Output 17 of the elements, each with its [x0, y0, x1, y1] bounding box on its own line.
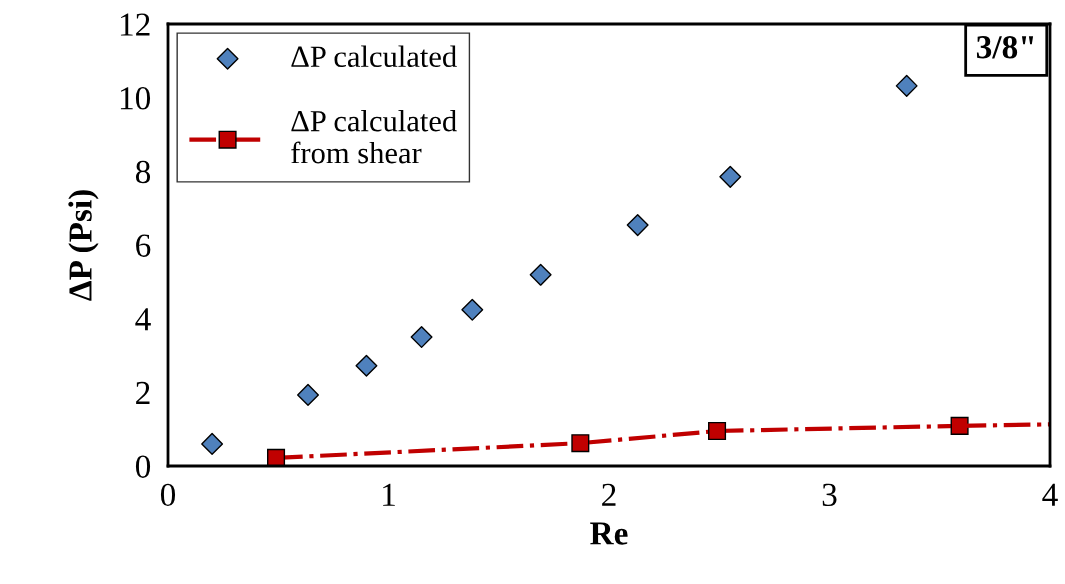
y-tick-label: 0 [135, 455, 151, 478]
y-tick-label: 4 [135, 308, 151, 331]
y-tick-label: 8 [135, 160, 151, 184]
x-tick-label: 4 [1042, 483, 1058, 506]
y-tick-label: 10 [120, 87, 151, 110]
x-tick-label: 1 [383, 483, 395, 506]
x-tick-label: 0 [160, 483, 176, 507]
y-axis-title: ΔP (Psi) [68, 190, 99, 301]
legend-label: ΔP calculated from shear [291, 109, 457, 164]
annotation: 3/8" [976, 36, 1034, 59]
x-tick-label: 2 [602, 483, 616, 506]
y-tick-label: 2 [136, 381, 150, 404]
y-tick-label: 6 [136, 234, 151, 257]
legend-label: ΔP calculated [291, 45, 457, 68]
y-tick-label: 12 [120, 13, 150, 36]
x-tick-label: 3 [822, 483, 837, 507]
x-axis-title: Re [590, 522, 628, 545]
